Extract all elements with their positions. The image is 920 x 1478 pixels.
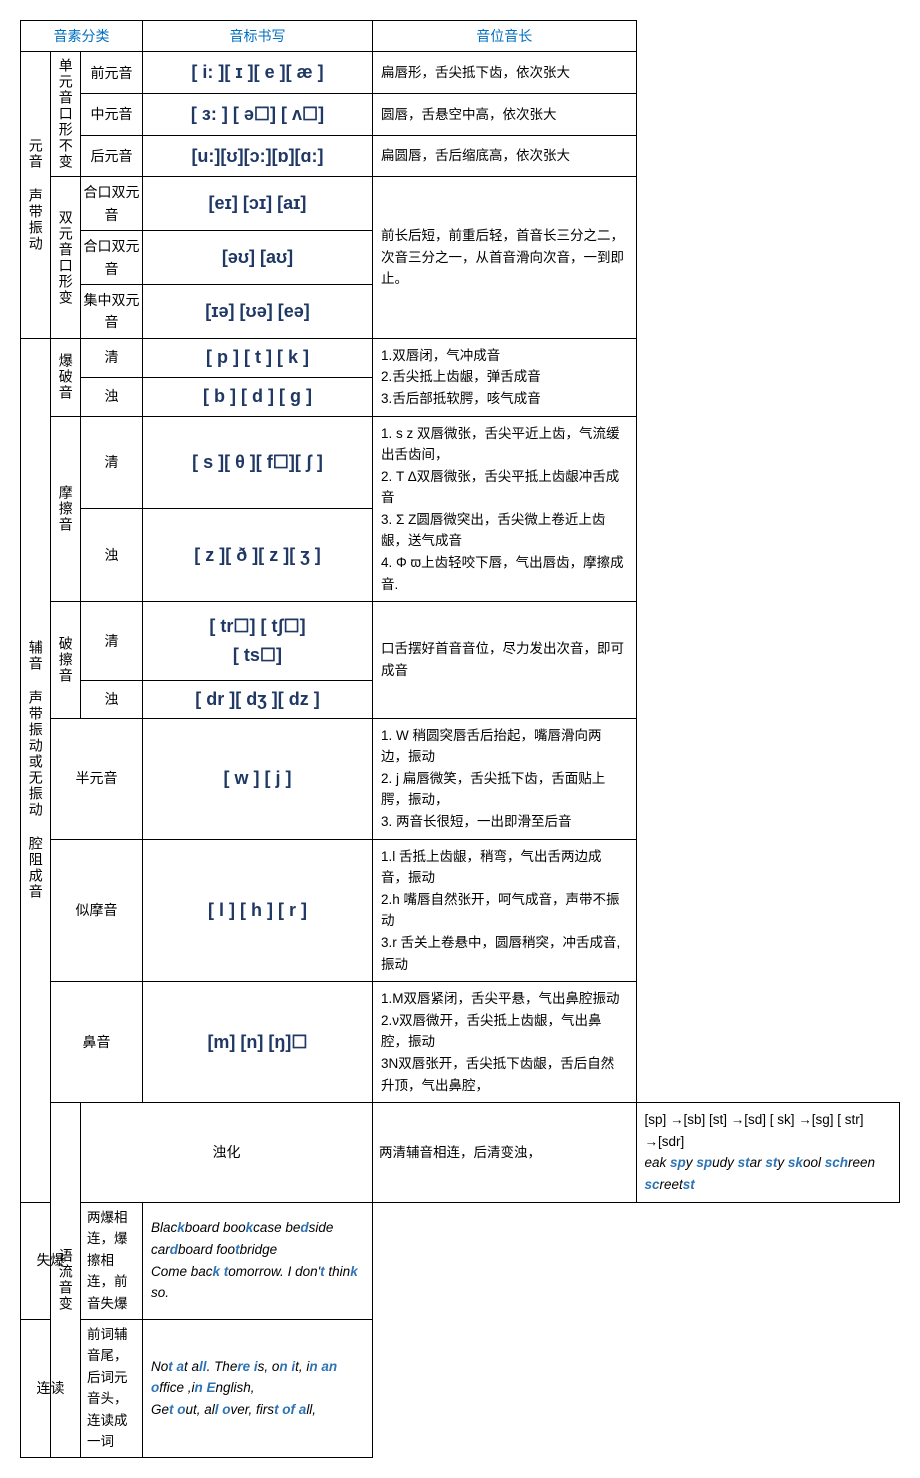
header-row: 音素分类 音标书写 音位音长 [21, 21, 900, 52]
diph1-cat: 合口双元音 [81, 177, 143, 231]
header-ipa: 音标书写 [143, 21, 373, 52]
central-vowel-desc: 圆唇，舌悬空中高，依次张大 [373, 94, 637, 136]
plosive-v-ipa: [ b ] [ d ] [ g ] [143, 377, 373, 416]
liaison-rule: 前词辅音尾，后词元音头，连读成一词 [81, 1319, 143, 1458]
central-vowel-cat: 中元音 [81, 94, 143, 136]
diph3-cat: 集中双元音 [81, 284, 143, 338]
row-liaison: 连读 前词辅音尾，后词元音头，连读成一词 Not at all. There i… [21, 1319, 900, 1458]
back-vowel-desc: 扁圆唇，舌后缩底高，依次张大 [373, 135, 637, 177]
voicing-examples: [sp] →[sb] [st] →[sd] [ sk] →[sg] [ str]… [636, 1103, 900, 1202]
liaison-ex-line2: Get out, all over, first of all, [151, 1402, 316, 1417]
row-central-vowel: 中元音 [ ɜ: ] [ ə☐] [ ʌ☐] 圆唇，舌悬空中高，依次张大 [21, 94, 900, 136]
diph-label: 双元音口形变 [51, 177, 81, 338]
semivowel-label: 半元音 [51, 718, 143, 839]
nasal-label: 鼻音 [51, 982, 143, 1103]
mono-vowel-label: 单元音口形不变 [51, 52, 81, 177]
row-front-vowel: 元音 声带振动 单元音口形不变 前元音 [ i: ][ ɪ ][ e ][ æ … [21, 52, 900, 94]
nasal-ipa: [m] [n] [ŋ]☐ [143, 982, 373, 1103]
plosive-label: 爆破音 [51, 338, 81, 416]
consonant-group-label: 辅音 声带振动或无振动 腔阻成音 [21, 338, 51, 1202]
voicing-ex-line2: eak spy spudy star sty skool schreen scr… [645, 1155, 876, 1192]
affricate-vl-ipa: [ tr☐] [ tʃ☐] [ ts☐] [143, 602, 373, 681]
vowel-group-label: 元音 声带振动 [21, 52, 51, 338]
row-affricate-voiceless: 破擦音 清 [ tr☐] [ tʃ☐] [ ts☐] 口舌摆好首音音位，尽力发出… [21, 602, 900, 681]
voicing-label: 浊化 [81, 1103, 373, 1202]
voicing-ex-line1: [sp] →[sb] [st] →[sd] [ sk] →[sg] [ str]… [645, 1112, 864, 1149]
diph2-ipa: [əʊ] [aʊ] [143, 231, 373, 285]
semivowel-ipa: [ w ] [ j ] [143, 718, 373, 839]
fricative-desc: 1. s z 双唇微张，舌尖平近上齿，气流缓出舌齿间， 2. T Δ双唇微张，舌… [373, 416, 637, 602]
affricate-vl-cat: 清 [81, 602, 143, 681]
back-vowel-cat: 后元音 [81, 135, 143, 177]
row-diph1: 双元音口形变 合口双元音 [eɪ] [ɔɪ] [aɪ] 前长后短，前重后轻，首音… [21, 177, 900, 231]
liaison-ex-line1: Not at all. There is, on it, in an offic… [151, 1359, 337, 1396]
header-desc: 音位音长 [373, 21, 637, 52]
row-fricative-voiceless: 摩擦音 清 [ s ][ θ ][ f☐][ ʃ ] 1. s z 双唇微张，舌… [21, 416, 900, 509]
plosion-loss-rule: 两爆相连，爆擦相连，前音失爆 [81, 1202, 143, 1319]
plosion-loss-examples: Blackboard bookcase bedside cardboard fo… [143, 1202, 373, 1319]
plosion-ex-line2: Come back tomorrow. I don't think so. [151, 1264, 358, 1301]
diph1-ipa: [eɪ] [ɔɪ] [aɪ] [143, 177, 373, 231]
affricate-v-cat: 浊 [81, 680, 143, 718]
header-category: 音素分类 [21, 21, 143, 52]
approximant-ipa: [ l ] [ h ] [ r ] [143, 839, 373, 982]
plosive-desc: 1.双唇闭，气冲成音 2.舌尖抵上齿龈，弹舌成音 3.舌后部抵软腭，咳气成音 [373, 338, 637, 416]
liaison-examples: Not at all. There is, on it, in an offic… [143, 1319, 373, 1458]
affricate-v-ipa: [ dr ][ dʒ ][ dz ] [143, 680, 373, 718]
row-approximant: 似摩音 [ l ] [ h ] [ r ] 1.l 舌抵上齿龈，稍弯，气出舌两边… [21, 839, 900, 982]
semivowel-desc: 1. W 稍圆突唇舌后抬起，嘴唇滑向两边，振动 2. j 扁唇微笑，舌尖抵下齿，… [373, 718, 637, 839]
fricative-vl-cat: 清 [81, 416, 143, 509]
liaison-label: 连读 [21, 1319, 81, 1458]
fricative-v-cat: 浊 [81, 509, 143, 602]
back-vowel-ipa: [u:][ʊ][ɔ:][ɒ][ɑ:] [143, 135, 373, 177]
approximant-label: 似摩音 [51, 839, 143, 982]
row-voicing: 语流音变 浊化 两清辅音相连，后清变浊， [sp] →[sb] [st] →[s… [21, 1103, 900, 1202]
front-vowel-ipa: [ i: ][ ɪ ][ e ][ æ ] [143, 52, 373, 94]
plosive-v-cat: 浊 [81, 377, 143, 416]
affricate-desc: 口舌摆好首音音位，尽力发出次音，即可成音 [373, 602, 637, 718]
row-nasal: 鼻音 [m] [n] [ŋ]☐ 1.M双唇紧闭，舌尖平悬，气出鼻腔振动 2.ν双… [21, 982, 900, 1103]
plosion-ex-line1: Blackboard bookcase bedside cardboard fo… [151, 1220, 333, 1257]
fricative-vl-ipa: [ s ][ θ ][ f☐][ ʃ ] [143, 416, 373, 509]
plosive-vl-cat: 清 [81, 338, 143, 377]
diph2-cat: 合口双元音 [81, 231, 143, 285]
fricative-v-ipa: [ z ][ ð ][ z ][ ʒ ] [143, 509, 373, 602]
row-plosive-voiceless: 辅音 声带振动或无振动 腔阻成音 爆破音 清 [ p ] [ t ] [ k ]… [21, 338, 900, 377]
diph3-ipa: [ɪə] [ʊə] [eə] [143, 284, 373, 338]
row-back-vowel: 后元音 [u:][ʊ][ɔ:][ɒ][ɑ:] 扁圆唇，舌后缩底高，依次张大 [21, 135, 900, 177]
approximant-desc: 1.l 舌抵上齿龈，稍弯，气出舌两边成音，振动 2.h 嘴唇自然张开，呵气成音，… [373, 839, 637, 982]
nasal-desc: 1.M双唇紧闭，舌尖平悬，气出鼻腔振动 2.ν双唇微开，舌尖抵上齿龈，气出鼻腔，… [373, 982, 637, 1103]
plosive-vl-ipa: [ p ] [ t ] [ k ] [143, 338, 373, 377]
central-vowel-ipa: [ ɜ: ] [ ə☐] [ ʌ☐] [143, 94, 373, 136]
fricative-label: 摩擦音 [51, 416, 81, 602]
front-vowel-desc: 扁唇形，舌尖抵下齿，依次张大 [373, 52, 637, 94]
row-semivowel: 半元音 [ w ] [ j ] 1. W 稍圆突唇舌后抬起，嘴唇滑向两边，振动 … [21, 718, 900, 839]
affricate-label: 破擦音 [51, 602, 81, 718]
front-vowel-cat: 前元音 [81, 52, 143, 94]
diph-desc: 前长后短，前重后轻，首音长三分之二，次音三分之一，从首音滑向次音，一到即止。 [373, 177, 637, 338]
phonetics-table: 音素分类 音标书写 音位音长 元音 声带振动 单元音口形不变 前元音 [ i: … [20, 20, 900, 1458]
voicing-rule: 两清辅音相连，后清变浊， [373, 1103, 637, 1202]
row-plosion-loss: 失爆 两爆相连，爆擦相连，前音失爆 Blackboard bookcase be… [21, 1202, 900, 1319]
